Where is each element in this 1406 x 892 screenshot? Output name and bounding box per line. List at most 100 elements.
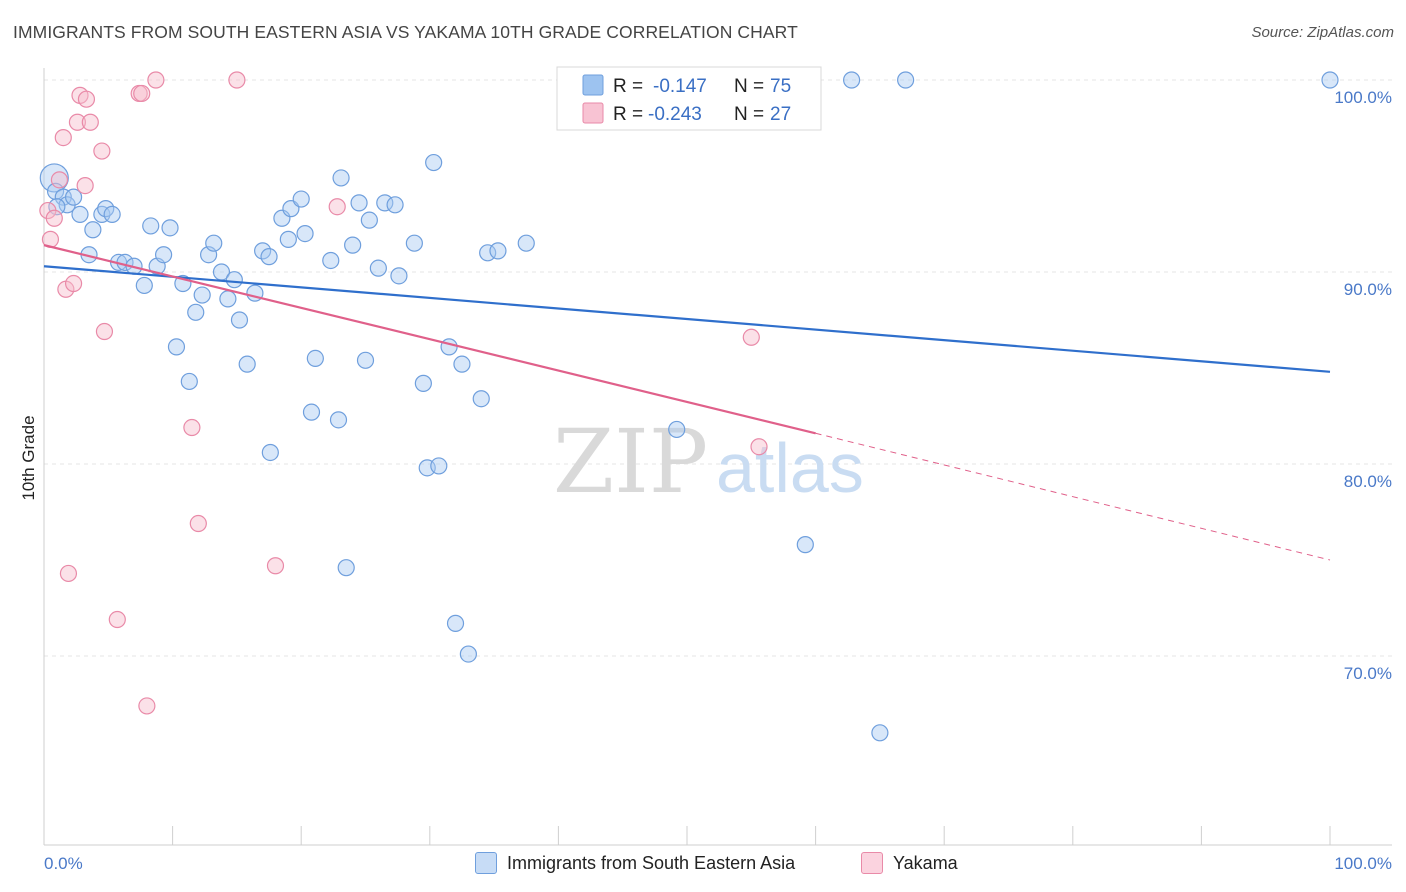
sea-trend-line bbox=[43, 265, 1331, 373]
yakama-point bbox=[68, 113, 87, 131]
sea-point bbox=[296, 225, 314, 243]
legend-r-label-blue: R = bbox=[613, 76, 643, 97]
yakama-point bbox=[93, 142, 111, 160]
data-points bbox=[39, 71, 1339, 742]
yakama-point bbox=[76, 177, 94, 195]
sea-point bbox=[344, 236, 362, 254]
sea-point bbox=[322, 251, 340, 270]
sea-point bbox=[459, 645, 477, 663]
sea-point bbox=[64, 188, 83, 206]
sea-point bbox=[135, 276, 153, 295]
sea-point bbox=[430, 457, 448, 475]
yakama-point bbox=[266, 557, 285, 575]
sea-point bbox=[260, 248, 278, 266]
y-tick-label: 70.0% bbox=[1344, 664, 1392, 683]
x-tick-label-min: 0.0% bbox=[44, 854, 83, 873]
yakama-point bbox=[64, 274, 83, 293]
legend-swatch-sea bbox=[475, 852, 497, 874]
yakama-point bbox=[147, 71, 165, 89]
sea-point bbox=[405, 234, 423, 252]
legend-r-value-blue: -0.147 bbox=[653, 76, 707, 97]
sea-point bbox=[329, 411, 348, 429]
legend-n-label-pink: N = bbox=[734, 104, 764, 125]
sea-point bbox=[425, 153, 443, 172]
chart-title: IMMIGRANTS FROM SOUTH EASTERN ASIA VS YA… bbox=[13, 22, 798, 42]
sea-point bbox=[668, 420, 686, 439]
sea-point bbox=[369, 259, 387, 277]
y-axis-label: 10th Grade bbox=[19, 415, 38, 500]
sea-point bbox=[414, 374, 432, 392]
yakama-point bbox=[138, 697, 156, 715]
sea-point bbox=[225, 271, 243, 289]
sea-point bbox=[1321, 71, 1339, 89]
legend-label-sea: Immigrants from South Eastern Asia bbox=[507, 852, 796, 873]
sea-point bbox=[376, 194, 394, 212]
sea-point bbox=[337, 559, 355, 577]
yakama-point bbox=[50, 171, 69, 189]
watermark-atlas: atlas bbox=[716, 429, 864, 507]
legend-n-label-blue: N = bbox=[734, 76, 764, 97]
yakama-point bbox=[45, 209, 63, 227]
sea-point bbox=[167, 338, 186, 356]
sea-point bbox=[205, 234, 223, 252]
sea-point bbox=[279, 230, 297, 248]
legend-n-value-blue: 75 bbox=[770, 76, 791, 97]
sea-point bbox=[39, 163, 69, 193]
yakama-point bbox=[54, 129, 72, 147]
x-tick-label-max: 100.0% bbox=[1334, 854, 1392, 873]
yakama-point bbox=[81, 113, 99, 131]
sea-point bbox=[71, 205, 89, 223]
sea-point bbox=[517, 234, 535, 252]
yakama-point bbox=[133, 84, 151, 103]
grid-lines: 100.0% 90.0% 80.0% 70.0% bbox=[44, 79, 1392, 683]
sea-point bbox=[219, 290, 237, 308]
yakama-point bbox=[328, 198, 346, 216]
yakama-trend-line bbox=[43, 244, 816, 435]
sea-point bbox=[97, 200, 115, 218]
sea-point bbox=[302, 403, 321, 421]
axes: 0.0% 100.0% bbox=[43, 68, 1392, 873]
sea-point bbox=[180, 372, 198, 391]
sea-point bbox=[292, 190, 310, 208]
yakama-point bbox=[77, 90, 96, 108]
sea-point bbox=[238, 355, 256, 373]
y-tick-label: 80.0% bbox=[1344, 472, 1392, 491]
yakama-point bbox=[750, 438, 768, 456]
sea-point bbox=[161, 219, 179, 237]
yakama-point bbox=[59, 564, 78, 583]
sea-point bbox=[230, 311, 249, 329]
sea-point bbox=[489, 242, 507, 260]
watermark: ZIP atlas bbox=[553, 410, 864, 513]
yakama-point bbox=[742, 328, 760, 346]
sea-point bbox=[154, 246, 173, 264]
sea-point bbox=[446, 614, 465, 632]
sea-point bbox=[386, 196, 404, 214]
legend-swatch-blue bbox=[582, 74, 604, 96]
legend-item-yakama[interactable]: Yakama bbox=[861, 852, 958, 874]
y-tick-label: 100.0% bbox=[1334, 88, 1392, 107]
sea-point bbox=[843, 71, 861, 89]
sea-point bbox=[897, 71, 915, 89]
legend-r-value-pink: -0.243 bbox=[648, 104, 702, 125]
trend-lines bbox=[43, 244, 1331, 561]
legend-n-value-pink: 27 bbox=[770, 104, 791, 125]
sea-point bbox=[332, 169, 350, 187]
sea-point bbox=[187, 303, 205, 321]
watermark-zip: ZIP bbox=[553, 410, 708, 513]
yakama-point bbox=[183, 418, 201, 437]
legend-r-label-pink: R = bbox=[613, 104, 643, 125]
legend-item-sea[interactable]: Immigrants from South Eastern Asia bbox=[475, 852, 795, 874]
sea-point bbox=[453, 355, 471, 373]
sea-point bbox=[193, 286, 211, 304]
series-legend: Immigrants from South Eastern Asia Yakam… bbox=[0, 852, 1406, 878]
stats-legend: R = -0.147 N = 75 R = -0.243 N = 27 bbox=[556, 66, 822, 131]
legend-label-yakama: Yakama bbox=[893, 852, 958, 873]
legend-swatch-pink bbox=[582, 102, 604, 124]
source-note: Source: ZipAtlas.com bbox=[1251, 24, 1394, 41]
sea-point bbox=[356, 351, 375, 369]
sea-point bbox=[306, 349, 324, 367]
sea-point bbox=[103, 205, 121, 223]
sea-point bbox=[350, 194, 368, 212]
legend-swatch-yakama bbox=[861, 852, 883, 874]
